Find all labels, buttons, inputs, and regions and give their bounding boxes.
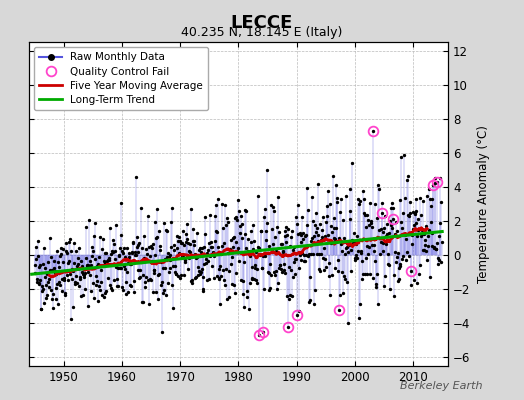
Text: Berkeley Earth: Berkeley Earth: [400, 381, 482, 391]
Legend: Raw Monthly Data, Quality Control Fail, Five Year Moving Average, Long-Term Tren: Raw Monthly Data, Quality Control Fail, …: [34, 47, 209, 110]
Y-axis label: Temperature Anomaly (°C): Temperature Anomaly (°C): [477, 125, 490, 283]
Text: 40.235 N, 18.145 E (Italy): 40.235 N, 18.145 E (Italy): [181, 26, 343, 39]
Text: LECCE: LECCE: [231, 14, 293, 32]
